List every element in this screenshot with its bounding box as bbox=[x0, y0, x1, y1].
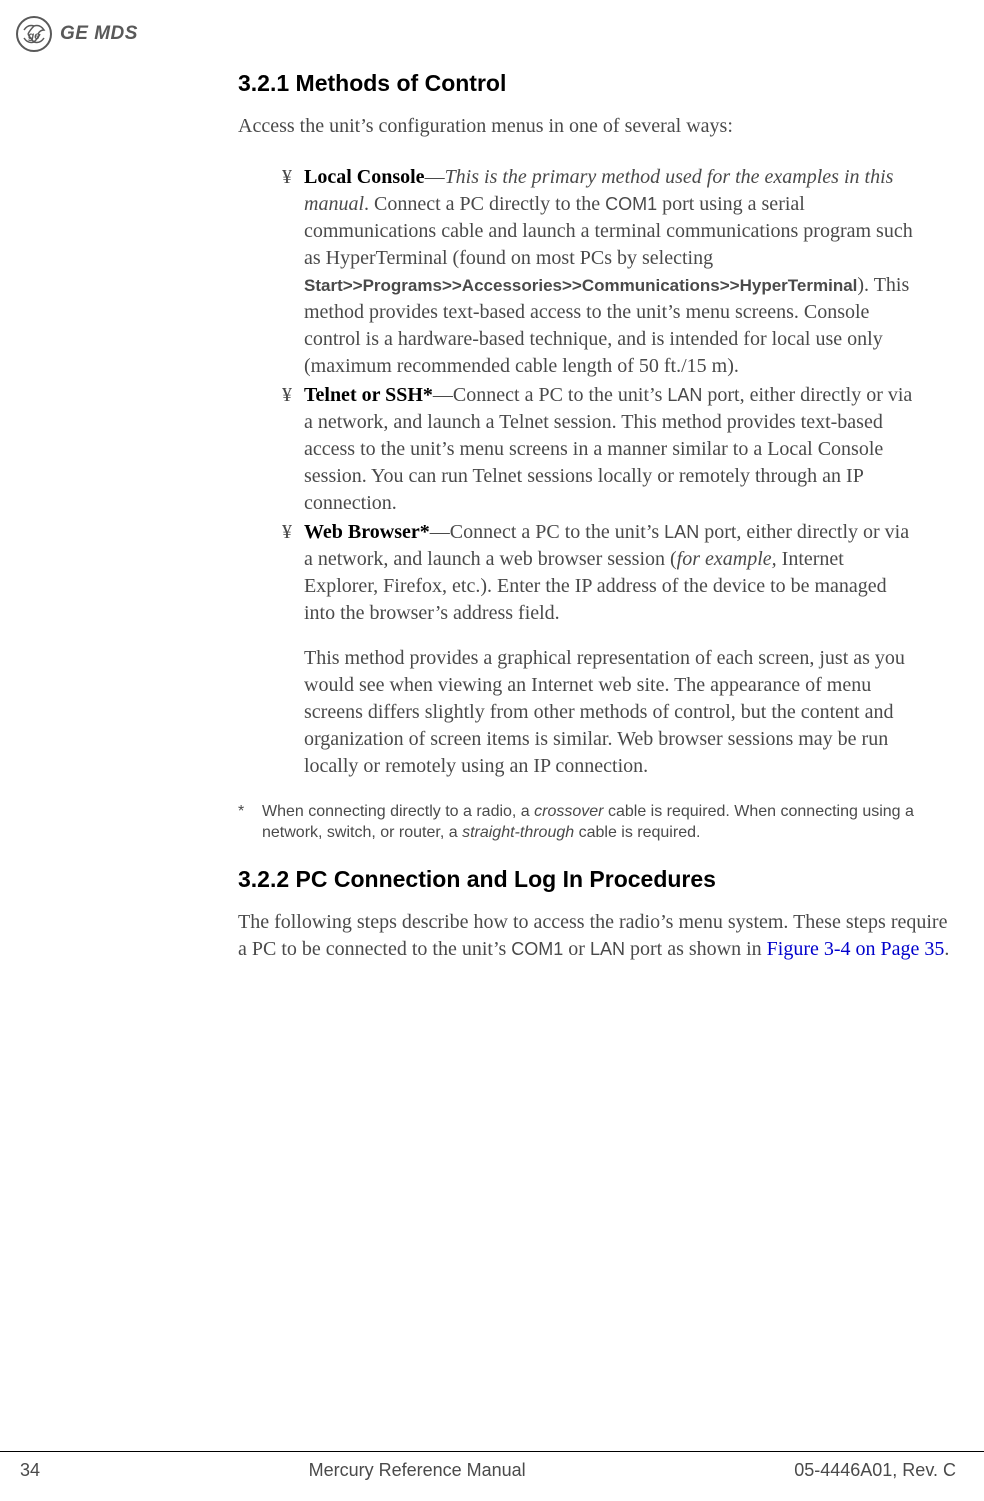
code-text: LAN bbox=[664, 522, 699, 542]
text: Connect a PC to the unit’s bbox=[453, 384, 667, 406]
footnote-marker: * bbox=[238, 802, 244, 823]
ge-logo-icon: ge bbox=[16, 16, 52, 52]
bullet-label: Telnet or SSH* bbox=[304, 384, 433, 406]
text: cable is required. bbox=[574, 824, 700, 841]
section-number: 3.2.1 bbox=[238, 70, 289, 96]
text: . Connect a PC directly to the bbox=[364, 193, 605, 215]
dash: — bbox=[433, 384, 453, 406]
section-number: 3.2.2 bbox=[238, 866, 289, 892]
code-text: LAN bbox=[667, 385, 702, 405]
doc-revision: 05-4446A01, Rev. C bbox=[794, 1460, 984, 1481]
page-footer: 34 Mercury Reference Manual 05-4446A01, … bbox=[0, 1451, 984, 1481]
section-title: Methods of Control bbox=[296, 70, 507, 96]
code-text: COM1 bbox=[605, 194, 657, 214]
text: port as shown in bbox=[625, 938, 767, 960]
bullet-label: Web Browser* bbox=[304, 521, 430, 543]
section-heading-321: 3.2.1 Methods of Control bbox=[238, 70, 954, 97]
brand-text: GE MDS bbox=[60, 23, 138, 45]
bullet-label: Local Console bbox=[304, 166, 425, 188]
text: straight-through bbox=[462, 824, 574, 841]
text: Connect a PC to the unit’s bbox=[450, 521, 664, 543]
dash: — bbox=[425, 166, 445, 188]
page-header: ge GE MDS bbox=[16, 16, 138, 52]
section-heading-322: 3.2.2 PC Connection and Log In Procedure… bbox=[238, 866, 954, 893]
code-text: LAN bbox=[590, 939, 625, 959]
text: . bbox=[944, 938, 949, 960]
footer-title: Mercury Reference Manual bbox=[309, 1460, 526, 1481]
list-item: ¥ Telnet or SSH*—Connect a PC to the uni… bbox=[282, 382, 922, 517]
bullet-list: ¥ Local Console—This is the primary meth… bbox=[282, 164, 922, 780]
text: or bbox=[563, 938, 590, 960]
list-item: ¥ Local Console—This is the primary meth… bbox=[282, 164, 922, 380]
intro-paragraph: Access the unit’s configuration menus in… bbox=[238, 113, 954, 140]
page-number: 34 bbox=[0, 1460, 40, 1481]
text: This method provides a graphical represe… bbox=[304, 645, 922, 780]
section-title: PC Connection and Log In Procedures bbox=[296, 866, 716, 892]
dash: — bbox=[430, 521, 450, 543]
list-item: ¥ Web Browser*—Connect a PC to the unit’… bbox=[282, 519, 922, 780]
bullet-marker: ¥ bbox=[282, 382, 292, 409]
text: crossover bbox=[534, 803, 603, 820]
text: for example, bbox=[677, 548, 777, 570]
text: When connecting directly to a radio, a bbox=[262, 803, 534, 820]
menu-path: Start>>Programs>>Accessories>>Communicat… bbox=[304, 276, 857, 295]
figure-link[interactable]: Figure 3-4 on Page 35 bbox=[767, 938, 945, 960]
main-content: 3.2.1 Methods of Control Access the unit… bbox=[238, 70, 954, 963]
code-text: COM1 bbox=[511, 939, 563, 959]
svg-text:ge: ge bbox=[27, 31, 40, 42]
bullet-marker: ¥ bbox=[282, 519, 292, 546]
footnote: * When connecting directly to a radio, a… bbox=[238, 802, 954, 844]
bullet-marker: ¥ bbox=[282, 164, 292, 191]
body-paragraph: The following steps describe how to acce… bbox=[238, 909, 954, 963]
